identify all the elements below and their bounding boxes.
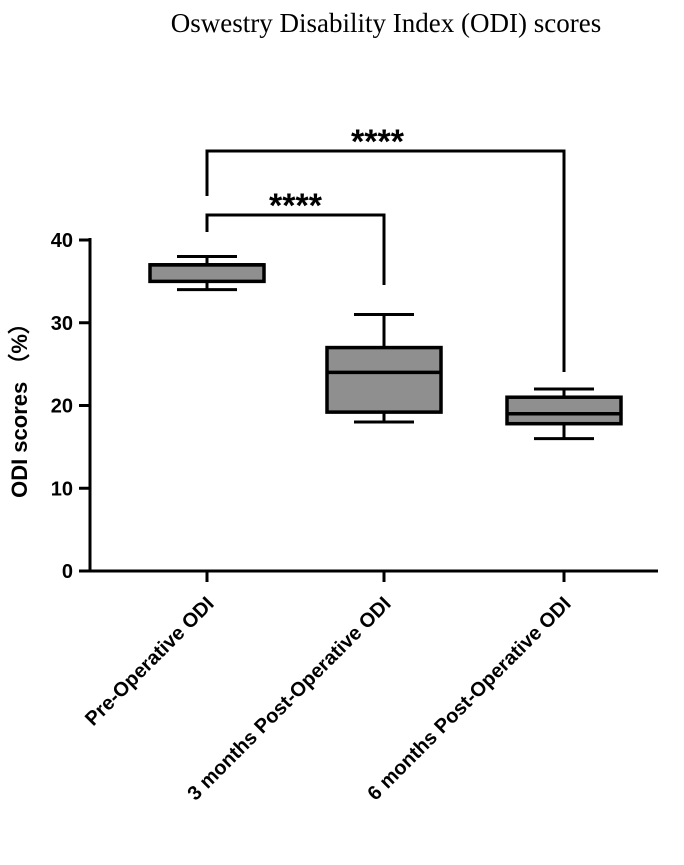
box-iqr xyxy=(325,345,443,414)
significance-bracket xyxy=(205,213,386,285)
chart-title: Oswestry Disability Index (ODI) scores xyxy=(171,8,601,38)
plot-area: 0 10 20 30 40 ODI scores （%） Pre-Operative ODI… xyxy=(7,123,658,805)
x-tick-label: Pre-Operative ODI xyxy=(81,593,218,730)
significance-bracket xyxy=(205,149,566,372)
x-tick-label: 3 months Post-Operative ODI xyxy=(184,593,396,805)
y-axis-label: ODI scores （%） xyxy=(7,312,32,498)
box-iqr xyxy=(505,395,623,426)
y-tick-label: 0 xyxy=(62,561,73,583)
significance-label: **** xyxy=(269,187,323,225)
y-tick-label: 20 xyxy=(51,396,73,418)
significance-label: **** xyxy=(351,123,405,161)
box-iqr xyxy=(148,263,266,284)
y-tick-label: 30 xyxy=(51,313,73,335)
x-tick-label: 6 months Post-Operative ODI xyxy=(364,593,576,805)
y-tick-label: 10 xyxy=(51,478,73,500)
y-tick-label: 40 xyxy=(51,230,73,252)
